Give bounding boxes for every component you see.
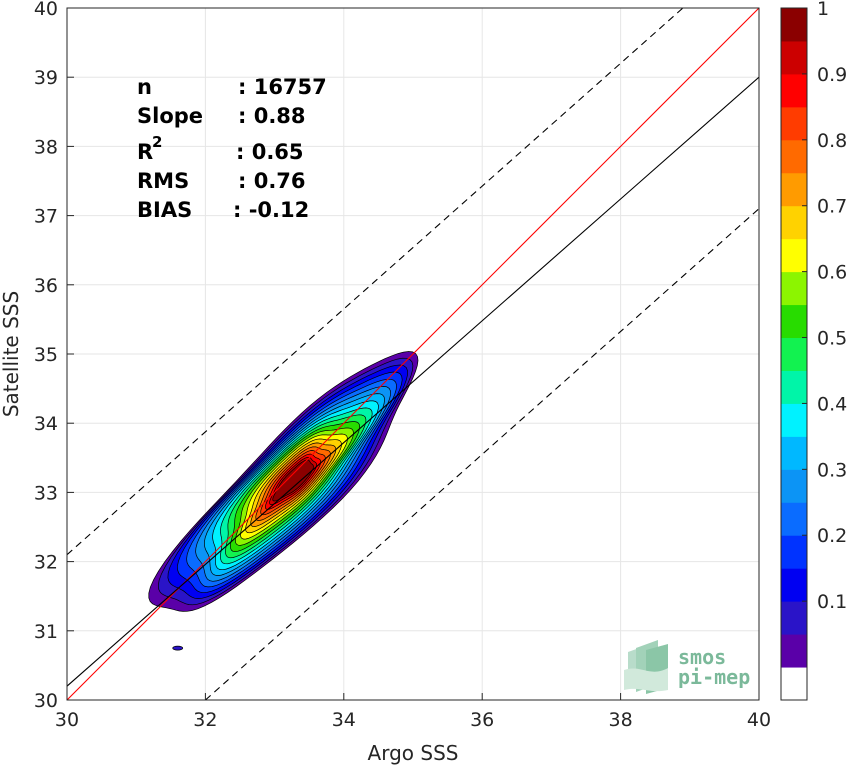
stat-r2-key: R bbox=[137, 140, 153, 164]
colorbar-segment bbox=[781, 172, 807, 207]
colorbar-tick-label: 0.9 bbox=[817, 64, 847, 86]
colorbar-segment bbox=[781, 8, 807, 42]
colorbar-tick-label: 0.8 bbox=[817, 130, 847, 152]
y-tick-label: 33 bbox=[34, 482, 58, 504]
colorbar-segment bbox=[781, 304, 807, 339]
x-tick-label: 40 bbox=[747, 709, 771, 731]
colorbar-frame bbox=[780, 7, 808, 701]
colorbar-segment bbox=[781, 205, 807, 240]
logo-line1: smos bbox=[678, 645, 726, 669]
colorbar-segment bbox=[781, 370, 807, 404]
logo-line2: pi-mep bbox=[678, 665, 750, 689]
colorbar-segment bbox=[781, 271, 807, 306]
lower-bound-line bbox=[205, 208, 759, 700]
colorbar-segment bbox=[781, 502, 807, 536]
y-tick-label: 35 bbox=[34, 344, 58, 366]
upper-bound-line bbox=[67, 8, 684, 556]
logo-waves-icon bbox=[624, 640, 668, 694]
y-tick-label: 30 bbox=[34, 690, 58, 712]
y-tick-label: 32 bbox=[34, 552, 58, 574]
stat-slope-value: : 0.88 bbox=[238, 104, 306, 128]
x-axis-label: Argo SSS bbox=[368, 741, 459, 765]
colorbar-segment bbox=[781, 469, 807, 503]
colorbar-ticks: 0.1 0.2 0.3 0.4 0.5 0.6 0.7 0.8 0.9 1 bbox=[802, 0, 847, 613]
stat-n-key: n bbox=[137, 75, 152, 99]
colorbar-segment bbox=[781, 436, 807, 470]
colorbar-segment bbox=[781, 337, 807, 371]
y-axis-ticks: 30 31 32 33 34 35 36 37 38 39 40 bbox=[34, 0, 74, 712]
colorbar-tick-label: 1 bbox=[817, 0, 829, 20]
stat-r2-superscript: 2 bbox=[152, 133, 162, 151]
stat-rms-value: : 0.76 bbox=[238, 169, 306, 193]
stats-block: n : 16757 Slope : 0.88 R 2 : 0.65 RMS : … bbox=[137, 75, 327, 222]
colorbar-segment bbox=[781, 238, 807, 273]
stat-bias-value: : -0.12 bbox=[233, 198, 309, 222]
x-tick-label: 36 bbox=[470, 709, 494, 731]
x-tick-label: 30 bbox=[55, 709, 79, 731]
y-axis-label: Satellite SSS bbox=[0, 291, 23, 417]
regression-line bbox=[67, 76, 759, 687]
colorbar-segment bbox=[781, 667, 807, 701]
y-tick-label: 40 bbox=[34, 0, 58, 20]
x-axis-ticks: 30 32 34 36 38 40 bbox=[55, 693, 771, 731]
colorbar-segment bbox=[781, 568, 807, 602]
colorbar-segment bbox=[781, 601, 807, 635]
smos-pi-mep-logo: smos pi-mep bbox=[624, 640, 750, 694]
stat-bias-key: BIAS bbox=[137, 198, 192, 222]
y-tick-label: 34 bbox=[34, 413, 58, 435]
colorbar-segment bbox=[781, 634, 807, 668]
colorbar-tick-label: 0.3 bbox=[817, 459, 847, 481]
colorbar-tick-label: 0.6 bbox=[817, 262, 847, 284]
colorbar-segment bbox=[781, 73, 807, 108]
colorbar bbox=[781, 8, 807, 701]
outlier-contour bbox=[172, 645, 184, 651]
x-tick-label: 34 bbox=[332, 709, 356, 731]
colorbar-segment bbox=[781, 403, 807, 437]
colorbar-segment bbox=[781, 40, 807, 75]
stat-slope-key: Slope bbox=[137, 104, 203, 128]
stat-n-value: : 16757 bbox=[238, 75, 327, 99]
stat-rms-key: RMS bbox=[137, 169, 189, 193]
colorbar-segment bbox=[781, 139, 807, 174]
y-tick-label: 31 bbox=[34, 621, 58, 643]
y-tick-label: 38 bbox=[34, 136, 58, 158]
colorbar-tick-label: 0.2 bbox=[817, 525, 847, 547]
y-tick-label: 39 bbox=[34, 67, 58, 89]
colorbar-tick-label: 0.7 bbox=[817, 196, 847, 218]
reference-lines bbox=[67, 8, 759, 700]
x-tick-label: 38 bbox=[609, 709, 633, 731]
colorbar-segment bbox=[781, 106, 807, 141]
colorbar-tick-label: 0.1 bbox=[817, 591, 847, 613]
stat-r2-value: : 0.65 bbox=[236, 140, 304, 164]
y-tick-label: 37 bbox=[34, 206, 58, 228]
colorbar-segment bbox=[781, 535, 807, 569]
x-tick-label: 32 bbox=[193, 709, 217, 731]
outlier-blob bbox=[172, 645, 184, 651]
y-tick-label: 36 bbox=[34, 275, 58, 297]
contour-level bbox=[272, 459, 314, 502]
colorbar-tick-label: 0.4 bbox=[817, 393, 847, 415]
colorbar-tick-label: 0.5 bbox=[817, 328, 847, 350]
